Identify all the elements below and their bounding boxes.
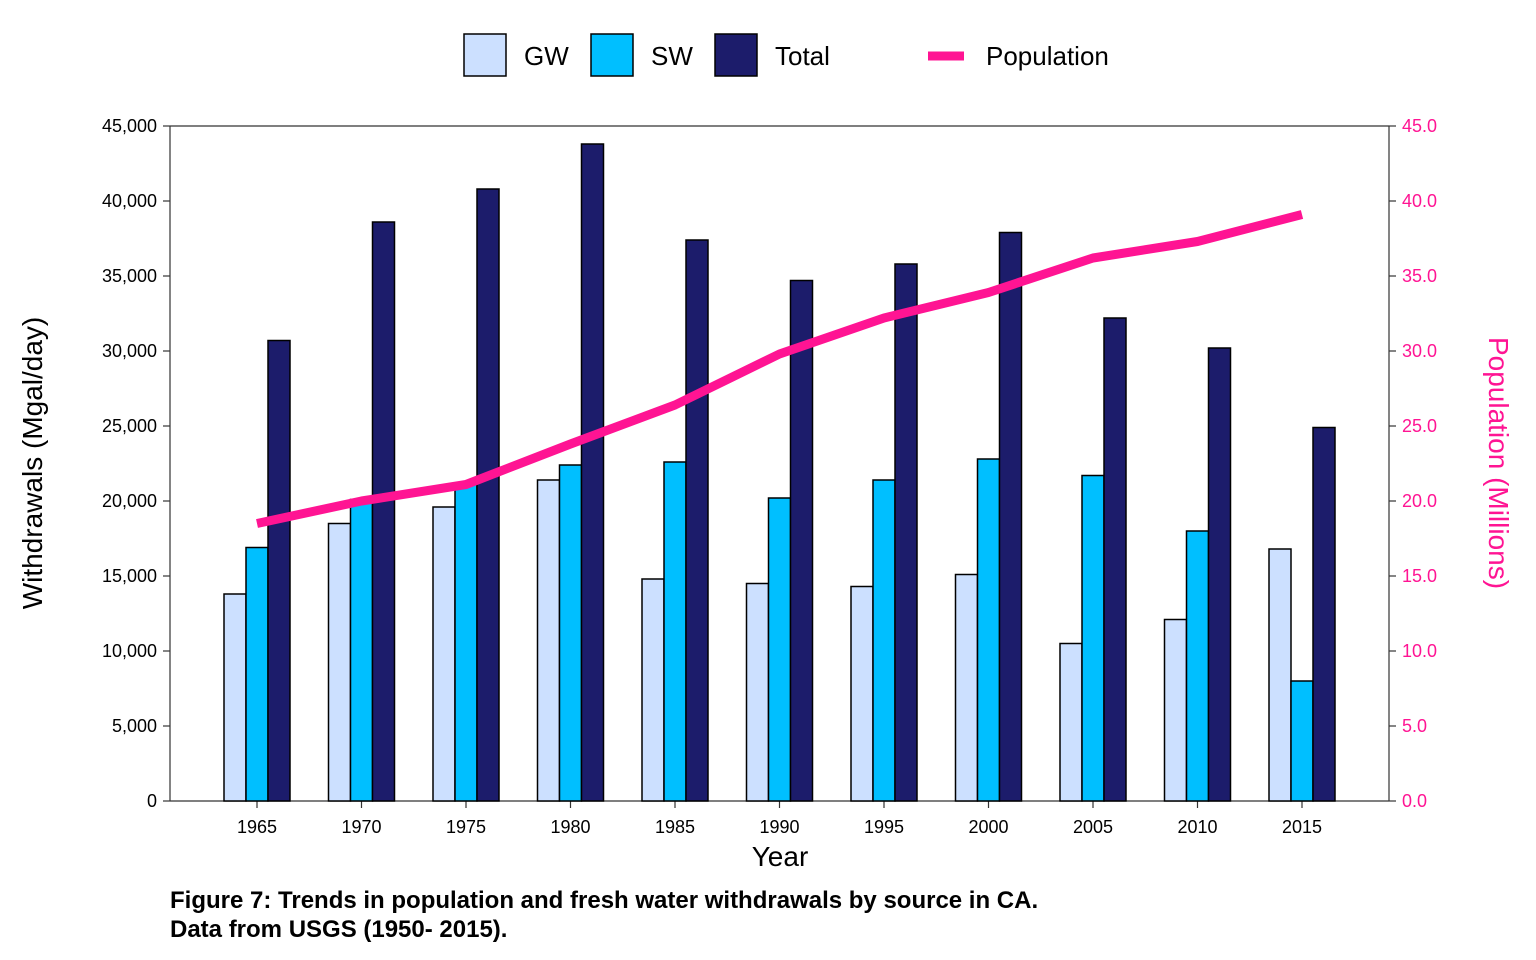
y2-tick-label: 10.0 bbox=[1402, 641, 1437, 661]
chart: GW SW Total Population 0 5,000 10,000 15,000 20… bbox=[17, 33, 1514, 872]
bar-total-1970 bbox=[371, 221, 396, 802]
bar-sw-1985 bbox=[663, 461, 687, 802]
y-tick-label: 30,000 bbox=[102, 341, 157, 361]
x-tick-label: 1995 bbox=[864, 817, 904, 837]
caption-line-1: Figure 7: Trends in population and fresh… bbox=[170, 887, 1039, 914]
legend-label-total: Total bbox=[775, 41, 830, 71]
bar-gw-2005 bbox=[1059, 642, 1083, 802]
legend-label-population: Population bbox=[986, 41, 1109, 71]
bar-sw-2000 bbox=[976, 458, 1001, 802]
legend-swatch-total bbox=[714, 33, 758, 77]
y2-tick-label: 15.0 bbox=[1402, 566, 1437, 586]
bar-gw-1985 bbox=[641, 578, 665, 802]
y-tick-label: 40,000 bbox=[102, 191, 157, 211]
y-tick-label: 45,000 bbox=[102, 116, 157, 136]
bar-gw-2000 bbox=[954, 573, 979, 802]
y2-tick-label: 40.0 bbox=[1402, 191, 1437, 211]
legend: GW SW Total Population bbox=[463, 33, 1109, 77]
population-line bbox=[256, 210, 1304, 528]
bar-gw-1990 bbox=[745, 582, 770, 802]
y-tick-label: 5,000 bbox=[112, 716, 157, 736]
y2-tick-label: 30.0 bbox=[1402, 341, 1437, 361]
bar-sw-1970 bbox=[349, 498, 374, 802]
bar-sw-1990 bbox=[767, 497, 792, 802]
x-tick-label: 2005 bbox=[1073, 817, 1113, 837]
legend-swatch-gw bbox=[463, 33, 507, 77]
x-tick-label: 1985 bbox=[655, 817, 695, 837]
y2-tick-label: 0.0 bbox=[1402, 791, 1427, 811]
bar-gw-1965 bbox=[223, 593, 247, 802]
x-tick-label: 1970 bbox=[341, 817, 381, 837]
legend-swatch-sw bbox=[590, 33, 634, 77]
axes: 0 5,000 10,000 15,000 20,000 25,000 30,000 35,0… bbox=[102, 116, 1437, 837]
bar-sw-2010 bbox=[1185, 530, 1210, 802]
x-tick-label: 1965 bbox=[237, 817, 277, 837]
bar-total-2000 bbox=[998, 231, 1023, 802]
bar-total-1985 bbox=[685, 239, 709, 802]
legend-label-sw: SW bbox=[651, 41, 693, 71]
population-line-group bbox=[256, 210, 1304, 528]
bar-gw-2010 bbox=[1163, 618, 1188, 802]
bar-sw-2015 bbox=[1290, 680, 1314, 802]
bar-total-2005 bbox=[1103, 317, 1127, 802]
figure-caption: Figure 7: Trends in population and fresh… bbox=[170, 886, 1038, 944]
bar-total-1980 bbox=[580, 143, 605, 802]
bar-total-2010 bbox=[1207, 347, 1232, 802]
bar-sw-1965 bbox=[245, 546, 269, 802]
bars bbox=[223, 143, 1336, 802]
bar-total-1975 bbox=[476, 188, 500, 802]
y-tick-label: 0 bbox=[147, 791, 157, 811]
y2-tick-label: 45.0 bbox=[1402, 116, 1437, 136]
y2-tick-label: 25.0 bbox=[1402, 416, 1437, 436]
y-tick-label: 20,000 bbox=[102, 491, 157, 511]
y-tick-label: 10,000 bbox=[102, 641, 157, 661]
x-tick-label: 2015 bbox=[1282, 817, 1322, 837]
bar-gw-2015 bbox=[1268, 548, 1292, 802]
x-tick-label: 2010 bbox=[1177, 817, 1217, 837]
x-tick-label: 1975 bbox=[446, 817, 486, 837]
x-tick-label: 1980 bbox=[550, 817, 590, 837]
bar-sw-1980 bbox=[558, 464, 583, 802]
bar-total-1965 bbox=[267, 339, 291, 802]
x-axis-label: Year bbox=[752, 841, 809, 872]
y2-tick-label: 5.0 bbox=[1402, 716, 1427, 736]
bar-total-1990 bbox=[789, 279, 814, 802]
bar-sw-1995 bbox=[872, 479, 896, 802]
y-tick-label: 15,000 bbox=[102, 566, 157, 586]
bar-sw-2005 bbox=[1081, 474, 1105, 802]
y-tick-label: 25,000 bbox=[102, 416, 157, 436]
x-tick-label: 1990 bbox=[759, 817, 799, 837]
bar-sw-1975 bbox=[454, 483, 478, 802]
y-axis-label: Withdrawals (Mgal/day) bbox=[17, 317, 48, 610]
y2-tick-label: 20.0 bbox=[1402, 491, 1437, 511]
x-tick-label: 2000 bbox=[968, 817, 1008, 837]
bar-gw-1975 bbox=[432, 506, 456, 802]
legend-label-gw: GW bbox=[524, 41, 569, 71]
y2-tick-label: 35.0 bbox=[1402, 266, 1437, 286]
bar-gw-1995 bbox=[850, 585, 874, 802]
bar-total-1995 bbox=[894, 263, 918, 802]
y2-axis-label: Population (Millions) bbox=[1483, 337, 1514, 589]
caption-line-2: Data from USGS (1950- 2015). bbox=[170, 916, 508, 943]
bar-total-2015 bbox=[1312, 426, 1336, 802]
bar-gw-1970 bbox=[327, 522, 352, 802]
bar-gw-1980 bbox=[536, 479, 561, 802]
y-tick-label: 35,000 bbox=[102, 266, 157, 286]
